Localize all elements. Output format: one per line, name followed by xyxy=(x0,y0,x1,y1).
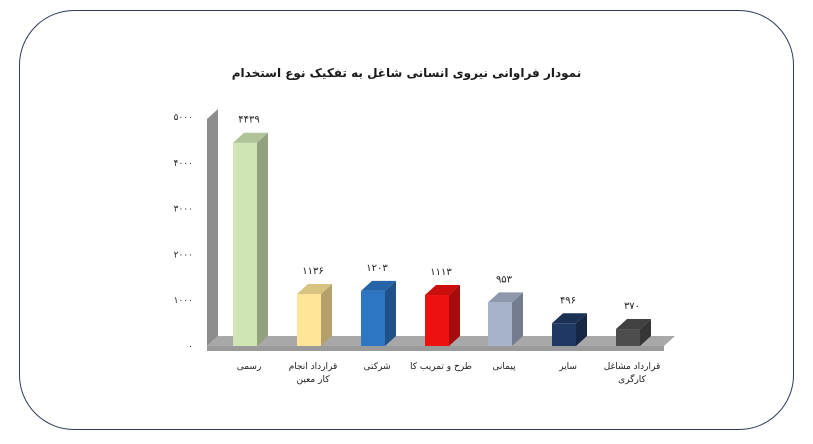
bar-side xyxy=(449,285,460,346)
category-label: رسمی xyxy=(237,362,262,372)
category-label: کارگری xyxy=(618,373,646,385)
bar-2 xyxy=(297,283,332,346)
bar-top xyxy=(552,313,587,324)
category-label: کار معین xyxy=(297,375,331,385)
y-tick-label: ۱۰۰۰ xyxy=(174,296,193,306)
y-tick-label: ۵۰۰۰ xyxy=(174,113,193,123)
bar-front xyxy=(233,142,257,346)
bar-7 xyxy=(616,319,651,346)
bar-side xyxy=(640,319,651,346)
bar-top xyxy=(297,283,332,294)
category-label: طرح و تمریب کا xyxy=(410,362,472,372)
y-tick-label: ۰ xyxy=(188,342,193,352)
bar-top xyxy=(488,292,523,303)
bar-side xyxy=(512,292,523,346)
bar-front xyxy=(488,302,512,346)
bar-top xyxy=(233,132,268,143)
bar-front xyxy=(297,293,321,346)
category-label: پیمانی xyxy=(492,362,516,372)
bar-front xyxy=(425,295,449,346)
data-label: ۴۴۳۹ xyxy=(238,115,259,126)
category-label: شرکتی xyxy=(363,362,390,372)
bar-top xyxy=(616,319,651,330)
chart-floor-edge xyxy=(207,346,664,351)
bar-front xyxy=(616,329,640,346)
data-label: ۳۷۰ xyxy=(624,301,640,312)
bar-top xyxy=(425,285,460,296)
data-label: ۱۱۱۳ xyxy=(430,267,452,278)
chart-side-wall xyxy=(207,109,218,346)
data-label: ۴۹۶ xyxy=(560,295,576,306)
bar-6 xyxy=(552,313,587,346)
y-tick-label: ۴۰۰۰ xyxy=(174,159,193,169)
y-tick-label: ۳۰۰۰ xyxy=(174,205,193,215)
category-label: قرارداد انجام xyxy=(289,362,338,372)
bar-4 xyxy=(425,285,460,346)
bar-side xyxy=(385,280,396,346)
chart-title: نمودار فراوانی نیروی انسانی شاغل به تفکی… xyxy=(231,66,582,80)
category-label: سایر xyxy=(558,362,577,372)
bar-front xyxy=(552,323,576,346)
y-tick-label: ۲۰۰۰ xyxy=(174,250,193,260)
category-label: قرارداد مشاغل xyxy=(604,362,661,372)
bar-top xyxy=(361,280,396,291)
bar-side xyxy=(321,283,332,346)
chart-frame xyxy=(19,10,794,430)
bar-side xyxy=(257,132,268,346)
bar-side xyxy=(576,313,587,346)
data-label: ۹۵۳ xyxy=(496,274,513,285)
bar-3 xyxy=(361,280,396,346)
bar-front xyxy=(361,290,385,346)
data-label: ۱۱۳۶ xyxy=(302,266,323,277)
data-label: ۱۲۰۳ xyxy=(366,263,388,274)
bar-5 xyxy=(488,292,523,346)
bar-1 xyxy=(233,132,268,346)
